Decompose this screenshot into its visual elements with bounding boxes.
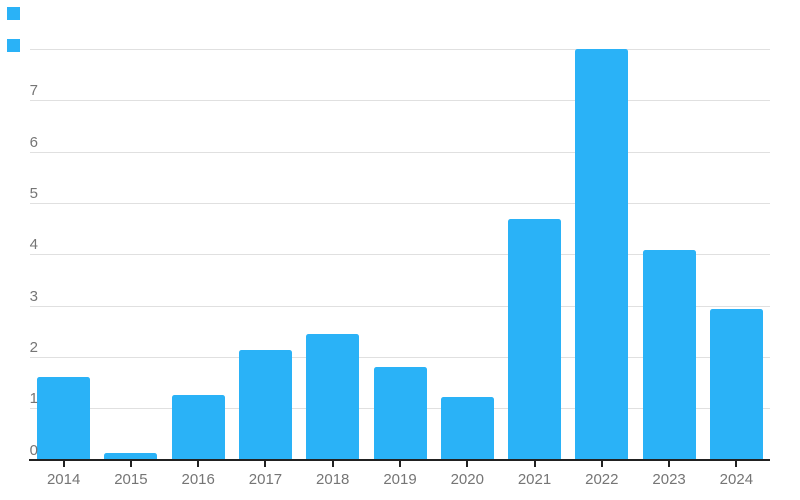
axis-tick [399, 461, 401, 467]
axis-tick [197, 461, 200, 467]
bar-2020[interactable] [440, 397, 494, 460]
y-axis-label: 2 [29, 338, 38, 356]
y-axis-label: 5 [29, 184, 38, 202]
bar-2019[interactable] [373, 367, 427, 460]
x-axis-label-2017: 2017 [248, 471, 283, 488]
bar-2014[interactable] [37, 376, 91, 460]
gridline [30, 305, 770, 307]
y-axis-label: 7 [29, 82, 38, 100]
legend-swatch-icon [7, 39, 20, 52]
axis-tick [466, 461, 469, 467]
x-axis-label-2023: 2023 [652, 471, 686, 488]
bar-2024[interactable] [709, 309, 763, 460]
y-axis-label: 6 [29, 133, 38, 151]
x-axis-line [29, 459, 770, 461]
x-axis-label-2021: 2021 [517, 471, 552, 488]
gridline [30, 202, 770, 204]
y-axis-label: 1 [29, 390, 38, 408]
axis-tick [668, 461, 671, 467]
x-axis-label-2019: 2019 [383, 471, 417, 488]
axis-tick [331, 461, 334, 467]
gridline [30, 254, 770, 256]
x-axis-label-2020: 2020 [450, 471, 484, 488]
bar-2016[interactable] [171, 395, 225, 460]
bar-2017[interactable] [238, 349, 292, 460]
axis-tick [735, 461, 738, 467]
axis-tick [533, 461, 536, 467]
y-axis-label: 3 [29, 287, 38, 305]
bar-2018[interactable] [306, 334, 360, 460]
bar-2021[interactable] [508, 218, 562, 460]
axis-tick [129, 461, 132, 467]
bar-2015[interactable] [104, 453, 158, 460]
y-axis-label: 4 [29, 236, 38, 254]
bar-2022[interactable] [575, 49, 629, 460]
x-axis-label-2014: 2014 [46, 471, 81, 488]
bar-2023[interactable] [642, 249, 696, 460]
x-axis-label-2022: 2022 [585, 471, 619, 488]
x-axis-label-2018: 2018 [316, 471, 350, 488]
gridline [30, 151, 770, 153]
x-axis-label-2016: 2016 [181, 471, 215, 488]
gridline [30, 48, 770, 50]
axis-tick [264, 461, 267, 467]
x-axis-label-2024: 2024 [719, 471, 754, 488]
axis-tick [62, 461, 65, 467]
legend-swatch-icon [7, 7, 20, 20]
x-axis-label-2015: 2015 [114, 471, 148, 488]
axis-tick [600, 461, 603, 467]
y-axis-label: 0 [29, 441, 38, 459]
gridline [30, 100, 770, 102]
gridline [30, 356, 770, 358]
